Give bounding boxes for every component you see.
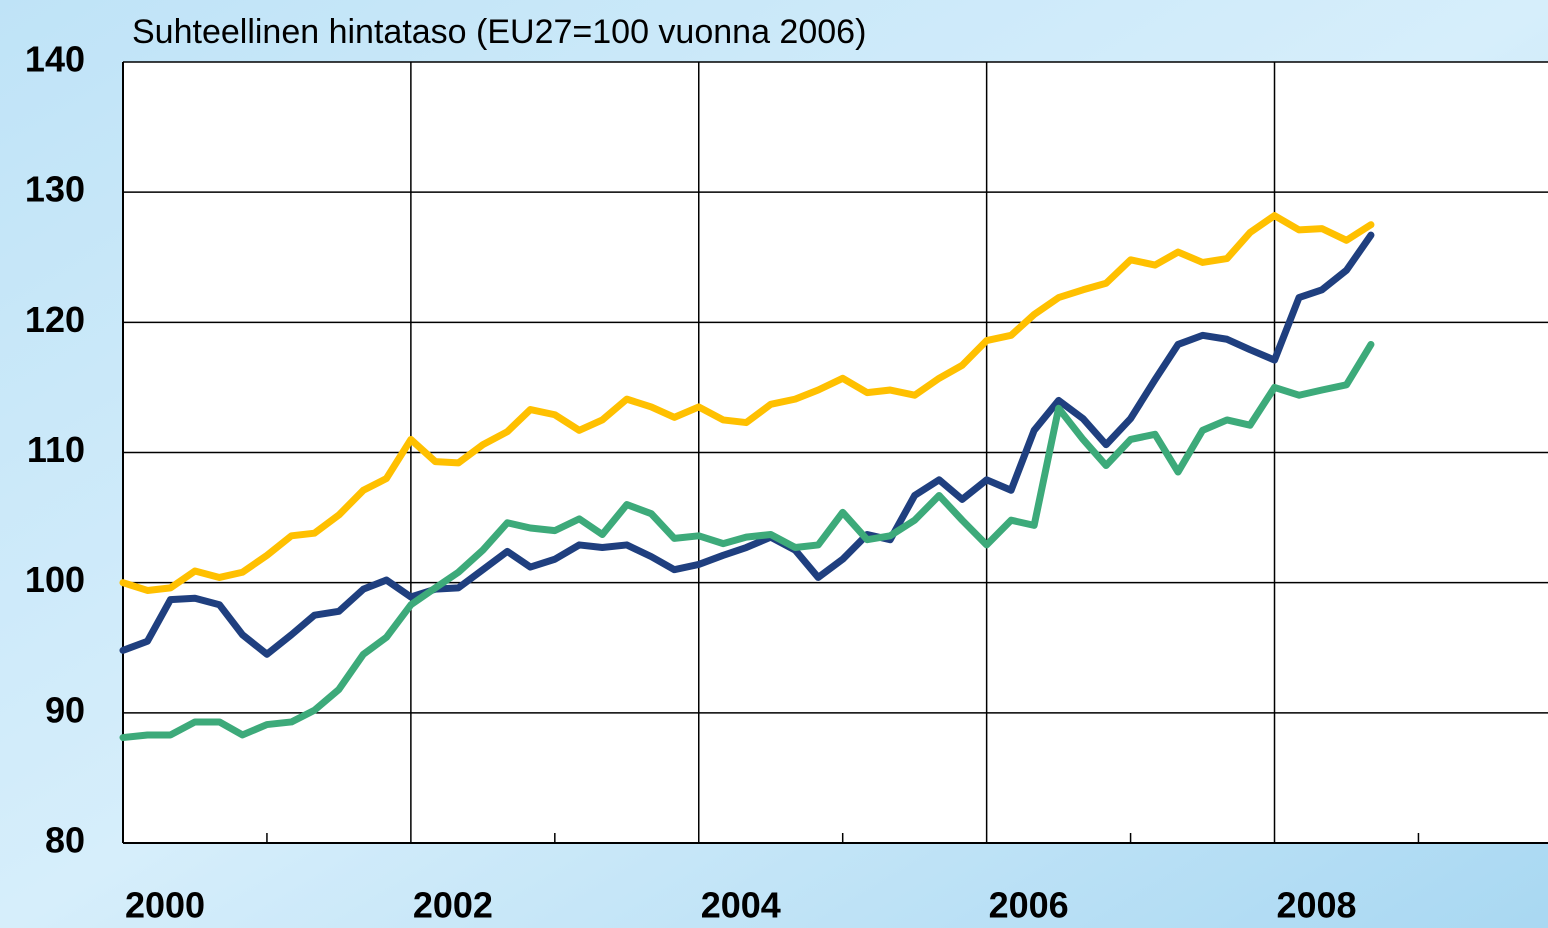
x-tick-label: 2004 bbox=[701, 885, 781, 926]
x-tick-label: 2008 bbox=[1276, 885, 1356, 926]
y-tick-label: 140 bbox=[25, 39, 85, 80]
y-tick-label: 80 bbox=[45, 820, 85, 861]
x-tick-label: 2006 bbox=[989, 885, 1069, 926]
y-tick-label: 120 bbox=[25, 299, 85, 340]
x-tick-label: 2002 bbox=[413, 885, 493, 926]
y-tick-label: 90 bbox=[45, 689, 85, 730]
x-tick-label: 2000 bbox=[125, 885, 205, 926]
chart-title: Suhteellinen hintataso (EU27=100 vuonna … bbox=[132, 13, 866, 51]
y-tick-label: 100 bbox=[25, 559, 85, 600]
line-series bbox=[119, 231, 1375, 658]
y-tick-label: 110 bbox=[27, 429, 85, 470]
line-series bbox=[119, 212, 1375, 594]
y-tick-label: 130 bbox=[25, 169, 85, 210]
line-series bbox=[119, 340, 1375, 742]
